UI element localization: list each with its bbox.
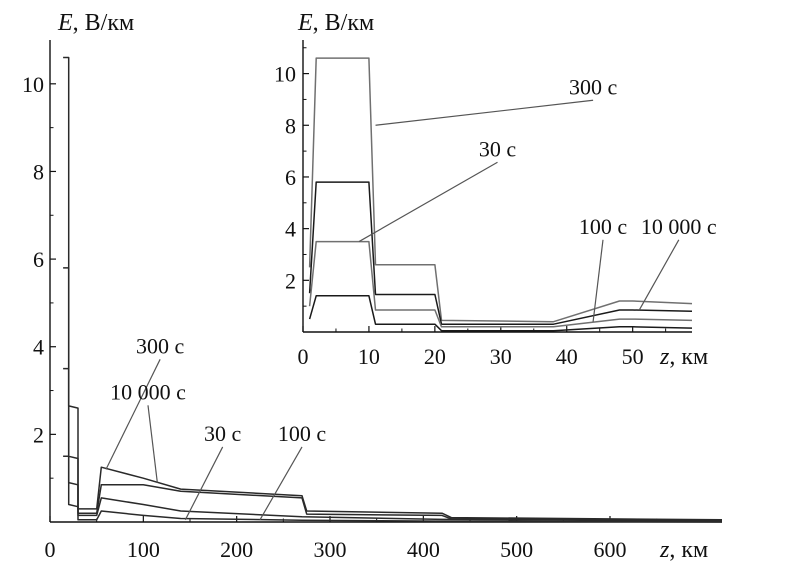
main-y-axis-unit: , В/км [73,10,135,36]
main-annotation-leader [259,446,303,521]
inset-x-tick-label: 30 [490,344,512,369]
inset-annotation-leader [592,239,604,322]
inset-y-tick-label: 2 [285,268,296,293]
main-x-axis-var: z [659,537,670,563]
main-y-tick-label: 2 [33,422,44,447]
main-x-tick-label: 500 [500,537,533,562]
inset-y-tick-label: 10 [274,62,296,87]
main-series-line-1 [63,56,723,521]
main-y-tick-label: 8 [33,159,44,184]
inset-x-axis-unit: , км [669,344,708,370]
inset-series-line-3 [308,240,693,328]
inset-annotation-label: 10 000 с [641,214,717,239]
main-annotation-leader [147,405,158,483]
main-x-tick-label: 300 [314,537,347,562]
inset-annotation-label: 30 с [479,136,517,161]
main-y-tick-label: 6 [33,247,44,272]
main-series-line-4 [63,455,723,523]
main-x-tick-label: 0 [45,537,56,562]
inset-chart: 0 10 20 30 40 50 2 4 6 8 10 z, км E, В/км 300 с 30 с 10… [274,10,717,370]
inset-series-line-2 [308,181,693,325]
main-y-axis-var: E [57,10,73,36]
inset-x-tick-label: 10 [358,344,380,369]
inset-y-axis-title: E, В/км [297,10,374,36]
inset-x-tick-label: 0 [298,344,309,369]
main-x-axis-unit: , км [669,537,708,563]
main-x-tick-label: 200 [220,537,253,562]
inset-annotation-label: 100 с [579,214,628,239]
inset-annotation-leader [358,161,498,243]
main-annotation-label: 30 с [204,421,242,446]
inset-x-axis-var: z [659,344,670,370]
inset-x-tick-label: 20 [424,344,446,369]
inset-y-tick-label: 4 [285,217,296,242]
main-annotation-label: 10 000 с [110,379,186,404]
inset-annotation-leader [375,99,594,126]
inset-y-axis-unit: , В/км [313,10,375,36]
inset-y-axis-var: E [297,10,313,36]
main-series-line-2 [63,267,723,521]
main-x-tick-label: 100 [127,537,160,562]
inset-x-tick-label: 40 [556,344,578,369]
inset-x-axis-title: z, км [659,344,708,370]
main-annotation-leader [105,359,161,470]
main-y-axis-title: E, В/км [57,10,134,36]
inset-annotation-label: 300 с [569,74,618,99]
inset-annotation-leader [638,239,680,311]
main-x-tick-label: 400 [407,537,440,562]
main-x-axis-title: z, км [659,537,708,563]
main-y-tick-label: 10 [22,72,44,97]
inset-y-tick-label: 6 [285,165,296,190]
inset-y-tick-label: 8 [285,113,296,138]
inset-series-line-1 [308,57,693,323]
main-annotation-leader [184,446,224,521]
main-annotation-label: 100 с [278,421,327,446]
main-annotation-label: 300 с [136,333,185,358]
main-y-tick-label: 4 [33,335,44,360]
main-x-tick-label: 600 [594,537,627,562]
inset-x-tick-label: 50 [622,344,644,369]
inset-series-line-4 [308,295,693,332]
